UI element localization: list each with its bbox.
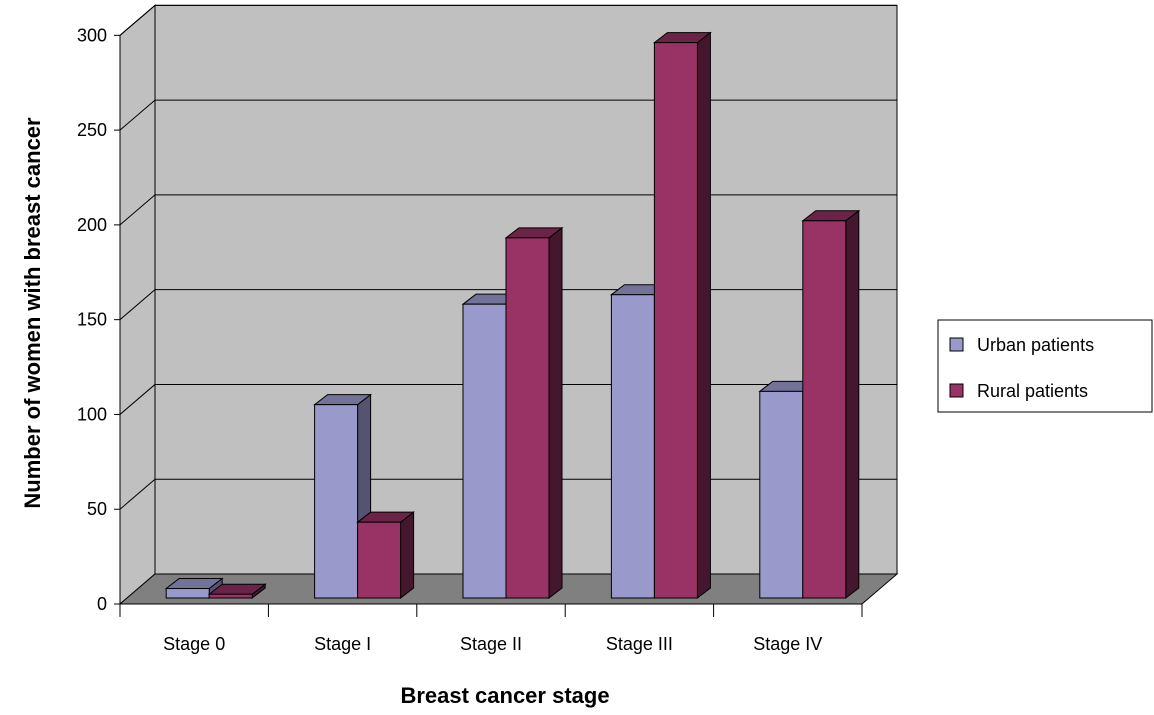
y-tick-label: 200 [77, 215, 107, 235]
y-tick-label: 150 [77, 310, 107, 330]
gridline-side [119, 478, 156, 510]
gridline-side [119, 4, 156, 36]
legend-label-rural: Rural patients [977, 381, 1088, 401]
y-tick-label: 250 [77, 120, 107, 140]
bar-rural-patients-stage-iv [801, 209, 861, 600]
axes [114, 34, 863, 617]
x-axis-title: Breast cancer stage [400, 683, 609, 708]
y-tick-label: 50 [87, 499, 107, 519]
y-tick-label: 100 [77, 404, 107, 424]
bar-front [208, 593, 253, 599]
gridline-side [119, 384, 156, 415]
legend-box [937, 319, 1153, 413]
y-axis-title: Number of women with breast cancer [20, 117, 45, 509]
bar-front [759, 390, 804, 599]
y-tick-labels: 0 50 100 150 200 250 300 [77, 25, 107, 614]
x-tick-label: Stage III [606, 634, 673, 654]
bar-front [802, 220, 847, 599]
gridline-side [119, 99, 156, 131]
bar-front [357, 521, 402, 599]
bar-front [610, 294, 655, 599]
bar-side [548, 226, 563, 600]
legend-label-urban: Urban patients [977, 335, 1094, 355]
bar-rural-patients-stage-ii [504, 226, 564, 600]
bar-front [653, 42, 698, 599]
bar-side [845, 209, 860, 600]
x-tick-label: Stage I [314, 634, 371, 654]
legend-swatch-rural [949, 383, 964, 398]
bar-urban-patients-stage-0 [164, 577, 224, 600]
bar-front [505, 237, 550, 599]
gridline-side [119, 289, 156, 321]
bar-rural-patients-stage-i [356, 511, 416, 600]
y-tick-label: 0 [97, 594, 107, 614]
bar-rural-patients-stage-0 [207, 583, 267, 600]
bar-front [314, 404, 359, 599]
bar-rural-patients-stage-iii [652, 31, 712, 600]
legend-swatch-urban [949, 337, 964, 352]
bar-side [400, 511, 415, 600]
x-tick-label: Stage IV [753, 634, 822, 654]
y-tick-label: 300 [77, 25, 107, 45]
bar-side [696, 31, 711, 600]
legend: Urban patients Rural patients [937, 319, 1153, 413]
x-tick-label: Stage II [460, 634, 522, 654]
bars [164, 31, 861, 600]
bar-front [462, 303, 507, 599]
bar-front [165, 588, 210, 599]
bar-urban-patients-stage-i [313, 393, 373, 600]
gridline-side [119, 194, 156, 226]
x-tick-label: Stage 0 [163, 634, 225, 654]
x-tick-labels: Stage 0 Stage I Stage II Stage III Stage IV [163, 634, 822, 654]
